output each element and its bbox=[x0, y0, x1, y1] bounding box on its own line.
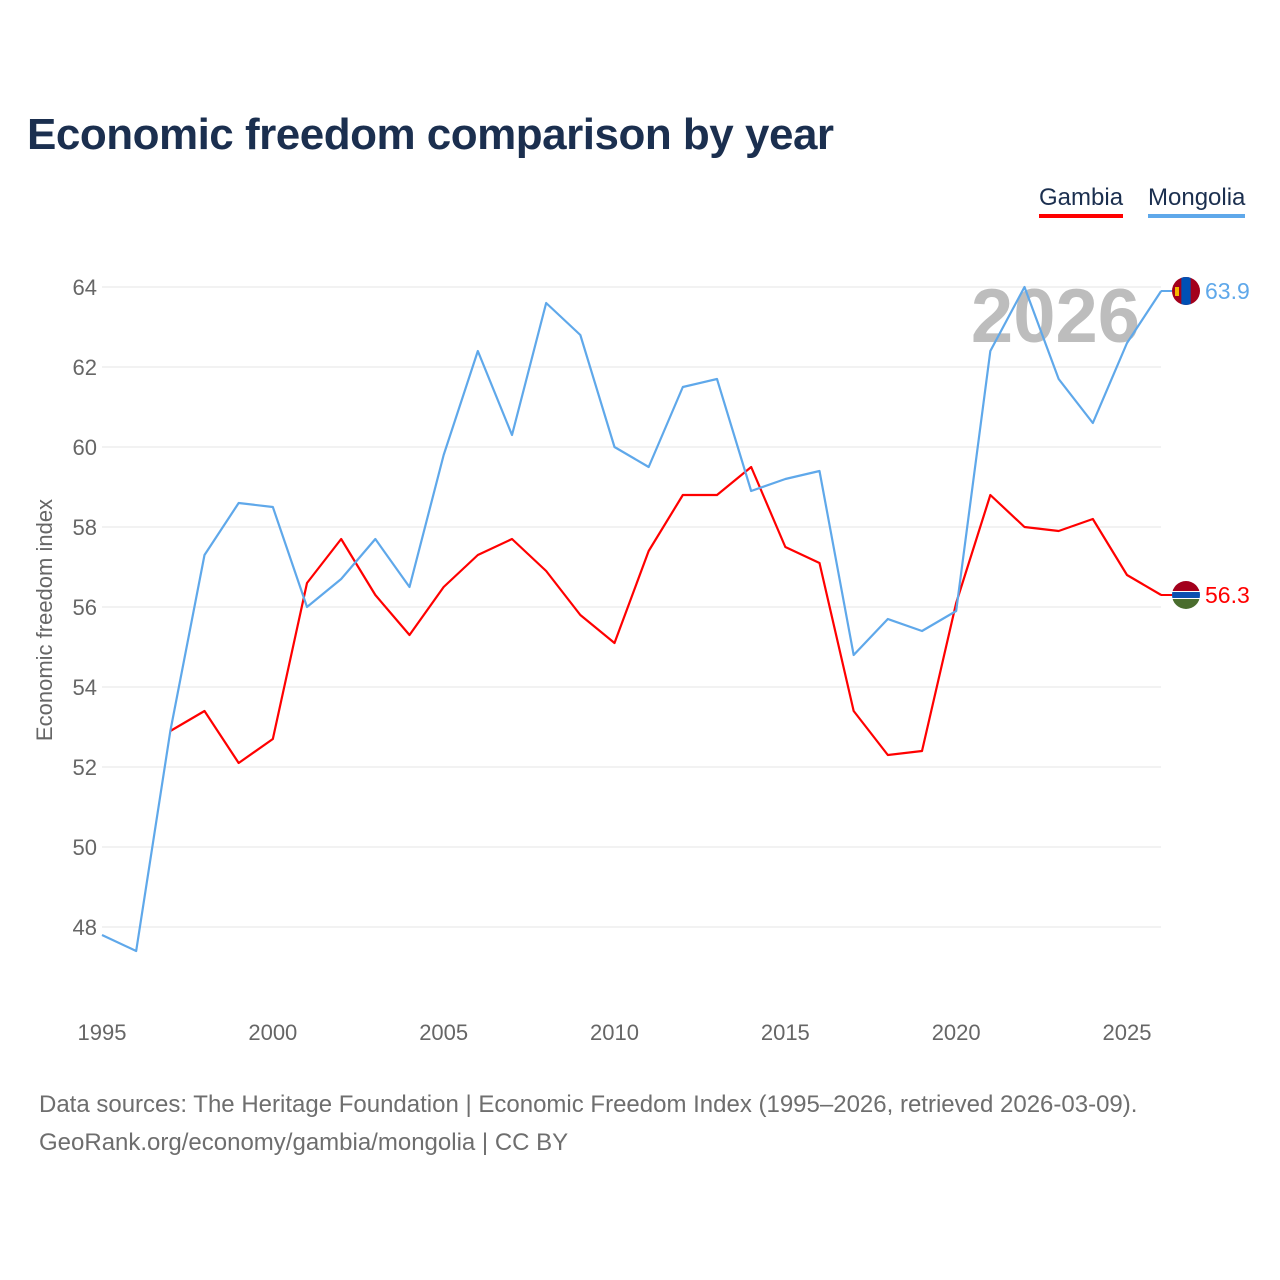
y-tick-label: 62 bbox=[73, 355, 97, 380]
x-tick-label: 2010 bbox=[590, 1020, 639, 1045]
footer-sources: Data sources: The Heritage Foundation | … bbox=[39, 1091, 1138, 1118]
legend-item-gambia[interactable]: Gambia bbox=[1039, 184, 1124, 218]
x-tick-label: 2000 bbox=[248, 1020, 297, 1045]
x-tick-label: 2015 bbox=[761, 1020, 810, 1045]
gambia-flag-icon bbox=[1172, 581, 1200, 609]
y-tick-label: 48 bbox=[73, 915, 97, 940]
y-tick-label: 64 bbox=[73, 275, 97, 300]
end-value-label: 63.9 bbox=[1205, 278, 1250, 304]
end-value-label: 56.3 bbox=[1205, 582, 1250, 608]
chart-title: Economic freedom comparison by year bbox=[27, 110, 834, 159]
mongolia-flag-icon bbox=[1172, 277, 1200, 305]
x-tick-label: 2020 bbox=[932, 1020, 981, 1045]
legend-item-mongolia[interactable]: Mongolia bbox=[1148, 184, 1246, 218]
series-line-gambia bbox=[169, 465, 1162, 765]
series-line-mongolia bbox=[101, 285, 1163, 953]
y-tick-label: 60 bbox=[73, 435, 97, 460]
y-tick-label: 54 bbox=[73, 675, 97, 700]
x-tick-label: 2025 bbox=[1103, 1020, 1152, 1045]
footer: Data sources: The Heritage Foundation | … bbox=[39, 1086, 1137, 1162]
x-tick-label: 2005 bbox=[419, 1020, 468, 1045]
year-watermark: 2026 bbox=[971, 274, 1140, 359]
y-axis-label: Economic freedom index bbox=[32, 499, 57, 741]
y-tick-label: 50 bbox=[73, 835, 97, 860]
y-tick-label: 58 bbox=[73, 515, 97, 540]
y-tick-label: 52 bbox=[73, 755, 97, 780]
x-tick-label: 1995 bbox=[78, 1020, 127, 1045]
y-tick-label: 56 bbox=[73, 595, 97, 620]
footer-link[interactable]: GeoRank.org/economy/gambia/mongolia | CC… bbox=[39, 1129, 569, 1156]
